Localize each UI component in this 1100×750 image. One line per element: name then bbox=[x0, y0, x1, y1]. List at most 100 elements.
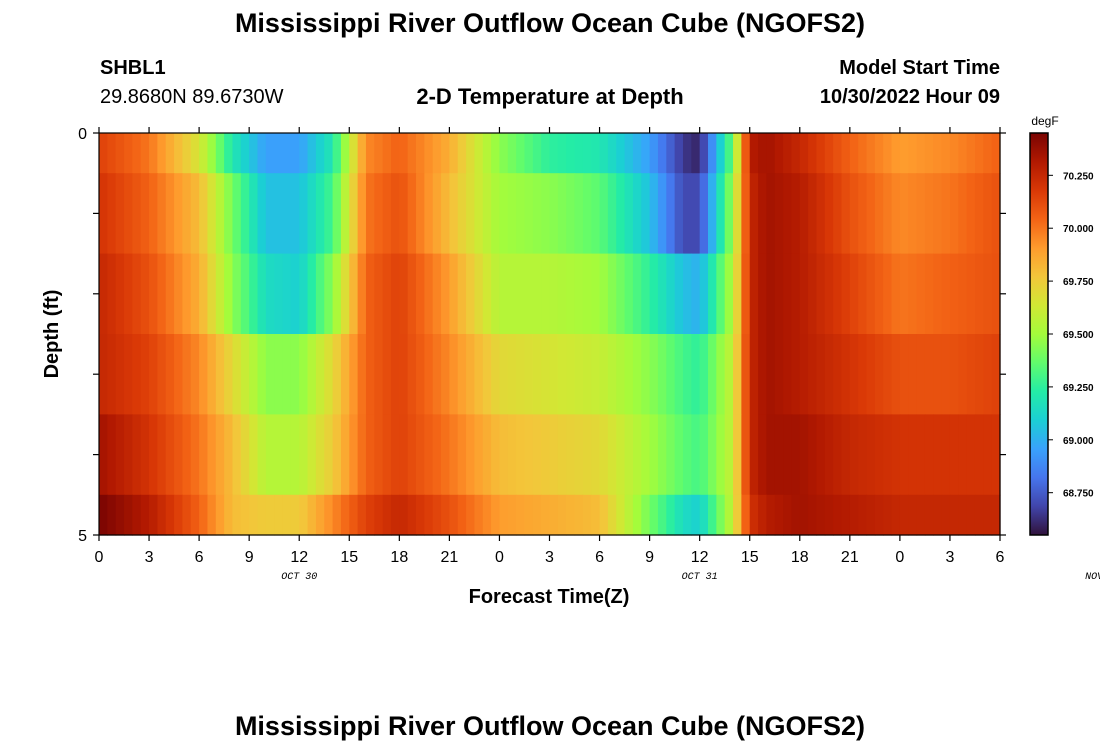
heatmap-cell bbox=[324, 494, 334, 536]
heatmap-cell bbox=[265, 133, 275, 174]
heatmap-cell bbox=[107, 253, 117, 335]
heatmap-cell bbox=[824, 494, 834, 536]
heatmap-cell bbox=[182, 253, 192, 335]
heatmap-cell bbox=[816, 133, 826, 174]
heatmap-cell bbox=[474, 334, 484, 415]
heatmap-cell bbox=[99, 494, 108, 536]
heatmap-cell bbox=[908, 334, 918, 415]
heatmap-cell bbox=[574, 414, 584, 496]
heatmap-cell bbox=[983, 253, 993, 335]
heatmap-cell bbox=[290, 334, 300, 415]
heatmap-cell bbox=[833, 173, 843, 255]
x-tick-label: 18 bbox=[791, 549, 809, 566]
heatmap-cell bbox=[691, 253, 701, 335]
heatmap-cell bbox=[365, 414, 375, 496]
heatmap-cell bbox=[783, 253, 793, 335]
heatmap-cell bbox=[549, 133, 559, 174]
heatmap-cell bbox=[599, 253, 609, 335]
heatmap-cell bbox=[741, 334, 751, 415]
heatmap-cell bbox=[507, 414, 517, 496]
heatmap-cell bbox=[691, 133, 701, 174]
heatmap-cell bbox=[783, 494, 793, 536]
x-tick-label: 15 bbox=[741, 549, 759, 566]
heatmap-cell bbox=[340, 173, 350, 255]
heatmap-cell bbox=[491, 253, 501, 335]
heatmap-cell bbox=[549, 253, 559, 335]
heatmap-cell bbox=[574, 133, 584, 174]
heatmap-cell bbox=[841, 253, 851, 335]
heatmap-cell bbox=[449, 133, 459, 174]
heatmap-cell bbox=[849, 253, 859, 335]
heatmap-cell bbox=[974, 494, 984, 536]
heatmap-cell bbox=[190, 334, 200, 415]
heatmap-cell bbox=[791, 133, 801, 174]
heatmap-cell bbox=[390, 173, 400, 255]
colorbar-tick-label: 69.250 bbox=[1063, 383, 1094, 394]
heatmap-cell bbox=[299, 133, 309, 174]
heatmap-cell bbox=[566, 334, 576, 415]
heatmap-cell bbox=[833, 334, 843, 415]
heatmap-cell bbox=[257, 133, 267, 174]
heatmap-cell bbox=[232, 173, 242, 255]
heatmap-cell bbox=[290, 253, 300, 335]
heatmap-cell bbox=[766, 253, 776, 335]
heatmap-cell bbox=[499, 173, 509, 255]
heatmap-cell bbox=[766, 334, 776, 415]
heatmap-cell bbox=[416, 414, 425, 496]
heatmap-cell bbox=[574, 253, 584, 335]
heatmap-cell bbox=[791, 334, 801, 415]
heatmap-cell bbox=[666, 173, 676, 255]
heatmap-cell bbox=[332, 334, 342, 415]
heatmap-cell bbox=[466, 414, 476, 496]
heatmap-cell bbox=[307, 334, 317, 415]
heatmap-cell bbox=[174, 414, 184, 496]
heatmap-cell bbox=[157, 133, 167, 174]
heatmap-cell bbox=[657, 334, 667, 415]
heatmap-cell bbox=[883, 133, 893, 174]
heatmap-cell bbox=[899, 414, 909, 496]
heatmap-cell bbox=[257, 414, 267, 496]
heatmap-cell bbox=[516, 133, 526, 174]
heatmap-cell bbox=[941, 173, 951, 255]
heatmap-cell bbox=[174, 334, 184, 415]
heatmap-cell bbox=[240, 133, 250, 174]
heatmap-cell bbox=[741, 253, 751, 335]
heatmap-cell bbox=[649, 494, 659, 536]
heatmap-cell bbox=[549, 334, 559, 415]
heatmap-cell bbox=[749, 334, 759, 415]
heatmap-cell bbox=[224, 334, 234, 415]
heatmap-cell bbox=[190, 173, 200, 255]
heatmap-cell bbox=[716, 334, 726, 415]
heatmap-cell bbox=[507, 334, 517, 415]
heatmap-cell bbox=[149, 494, 158, 536]
heatmap-cell bbox=[666, 334, 676, 415]
heatmap-cell bbox=[916, 334, 926, 415]
heatmap-cell bbox=[265, 173, 275, 255]
heatmap-cell bbox=[265, 494, 275, 536]
heatmap-cell bbox=[115, 173, 125, 255]
heatmap-cell bbox=[649, 414, 659, 496]
heatmap-cell bbox=[107, 133, 117, 174]
heatmap-cell bbox=[307, 173, 317, 255]
heatmap-cell bbox=[758, 334, 767, 415]
heatmap-cell bbox=[741, 133, 751, 174]
heatmap-cell bbox=[107, 173, 117, 255]
heatmap-cell bbox=[716, 494, 726, 536]
heatmap-cell bbox=[299, 173, 309, 255]
station-coords: 29.8680N 89.6730W bbox=[100, 86, 284, 108]
heatmap-cell bbox=[265, 414, 275, 496]
heatmap-cell bbox=[282, 494, 292, 536]
heatmap-cell bbox=[215, 133, 225, 174]
heatmap-cell bbox=[649, 334, 659, 415]
heatmap-cell bbox=[190, 414, 200, 496]
heatmap-cell bbox=[165, 334, 175, 415]
heatmap-cell bbox=[407, 414, 417, 496]
heatmap-cell bbox=[791, 253, 801, 335]
heatmap-cell bbox=[324, 334, 334, 415]
heatmap-cell bbox=[491, 173, 501, 255]
heatmap-cell bbox=[924, 334, 934, 415]
heatmap-cell bbox=[382, 414, 392, 496]
heatmap-cell bbox=[390, 253, 400, 335]
heatmap-cell bbox=[666, 494, 676, 536]
heatmap-cell bbox=[833, 133, 843, 174]
